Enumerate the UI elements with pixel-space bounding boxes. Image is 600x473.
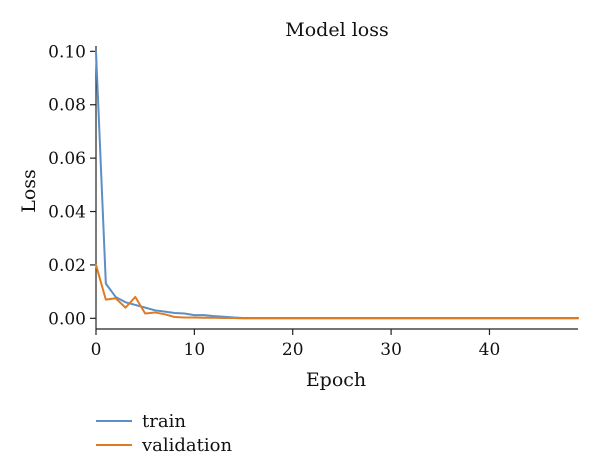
x-tick-label: 0 [91,340,102,360]
x-tick-label: 10 [184,340,206,360]
y-tick-label: 0.00 [48,309,86,329]
x-tick-label: 20 [282,340,304,360]
y-tick-label: 0.04 [48,203,86,223]
y-tick-label: 0.08 [48,96,86,116]
legend-label-validation: validation [141,435,232,456]
y-tick-label: 0.06 [48,149,86,169]
y-axis-title: Loss [18,169,40,213]
x-tick-label: 30 [380,340,402,360]
x-tick-label: 40 [479,340,501,360]
x-axis-title: Epoch [306,369,366,391]
legend: train validation [96,411,232,456]
series-layer [95,50,579,320]
axes [95,46,578,330]
y-tick-label: 0.02 [48,256,86,276]
series-line-train [95,50,579,320]
y-tick-label: 0.10 [48,42,86,62]
ticks: 0.00 0.02 0.04 0.06 0.08 0.10 0 10 20 30 40 [48,42,500,360]
legend-label-train: train [142,411,186,432]
chart-title: Model loss [285,19,388,41]
series-line-validation [95,263,579,320]
